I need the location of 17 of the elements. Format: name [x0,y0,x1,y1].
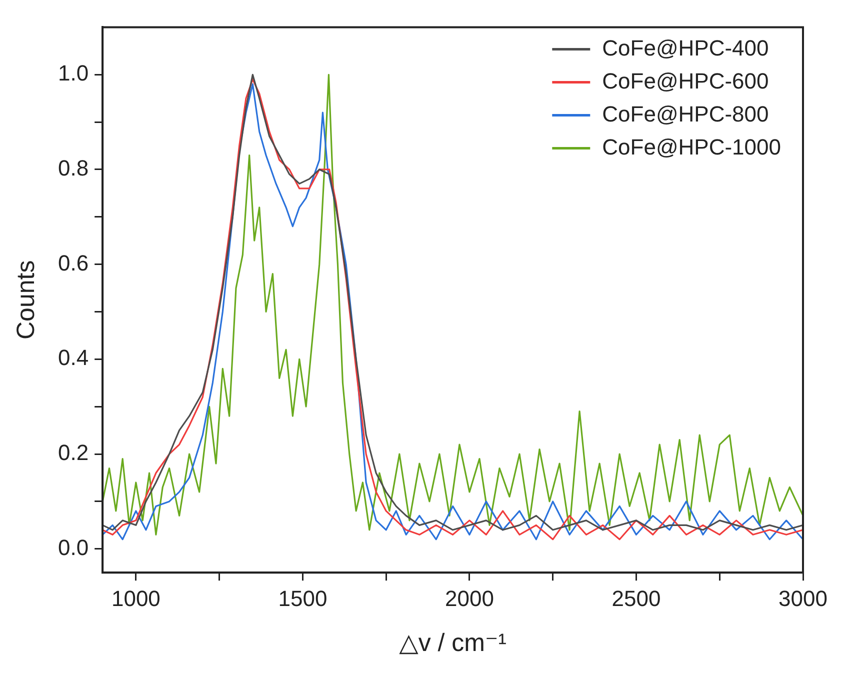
legend-label: CoFe@HPC-800 [602,101,769,126]
y-tick-label: 0.4 [58,345,89,370]
y-tick-label: 0.8 [58,156,89,181]
x-tick-label: 2500 [612,586,661,611]
y-axis-title: Counts [12,260,40,340]
y-tick-label: 0.2 [58,440,89,466]
x-tick-label: 3000 [778,586,828,611]
x-tick-label: 1000 [111,586,160,611]
legend-label: CoFe@HPC-400 [602,35,769,60]
legend-label: CoFe@HPC-1000 [602,134,782,160]
y-tick-label: 0.6 [58,250,89,276]
y-tick-label: 0.0 [58,534,89,560]
x-axis-title: △v / cm⁻¹ [399,628,506,657]
x-tick-label: 2000 [444,586,494,611]
x-tick-label: 1500 [278,586,328,611]
y-tick-label: 1.0 [58,60,89,86]
legend-label: CoFe@HPC-600 [602,68,769,94]
